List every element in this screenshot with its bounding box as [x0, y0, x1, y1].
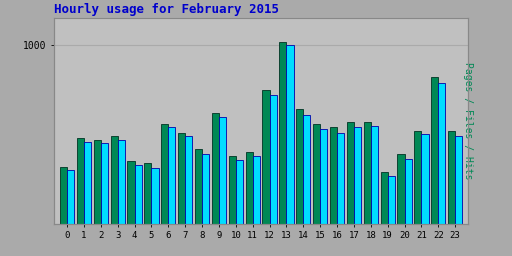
Bar [253, 156, 260, 224]
Bar [127, 161, 135, 224]
Bar [195, 149, 202, 224]
Bar [118, 140, 125, 224]
Bar [135, 165, 142, 224]
Bar [404, 158, 412, 224]
Bar [84, 142, 91, 224]
Bar [178, 133, 185, 224]
Bar [236, 160, 243, 224]
Bar [286, 45, 293, 224]
Bar [280, 41, 286, 224]
Bar [185, 136, 193, 224]
Bar [144, 163, 152, 224]
Bar [303, 115, 310, 224]
Bar [397, 154, 404, 224]
Y-axis label: Pages / Files / Hits: Pages / Files / Hits [463, 62, 474, 180]
Bar [388, 176, 395, 224]
Bar [431, 77, 438, 224]
Bar [111, 136, 118, 224]
Bar [161, 124, 168, 224]
Bar [168, 127, 176, 224]
Bar [94, 140, 101, 224]
Bar [364, 122, 371, 224]
Bar [212, 113, 219, 224]
Bar [101, 143, 108, 224]
Bar [263, 90, 269, 224]
Bar [347, 122, 354, 224]
Text: Hourly usage for February 2015: Hourly usage for February 2015 [54, 3, 280, 16]
Bar [202, 154, 209, 224]
Bar [337, 133, 344, 224]
Bar [152, 168, 159, 224]
Bar [371, 126, 378, 224]
Bar [438, 83, 445, 224]
Bar [455, 136, 462, 224]
Bar [77, 138, 84, 224]
Bar [219, 116, 226, 224]
Bar [421, 134, 429, 224]
Bar [296, 110, 303, 224]
Bar [330, 127, 337, 224]
Bar [67, 170, 74, 224]
Bar [320, 129, 327, 224]
Bar [229, 156, 236, 224]
Bar [414, 131, 421, 224]
Bar [354, 127, 361, 224]
Bar [269, 95, 276, 224]
Bar [448, 131, 455, 224]
Bar [380, 172, 388, 224]
Bar [313, 124, 320, 224]
Bar [246, 152, 253, 224]
Bar [60, 167, 67, 224]
